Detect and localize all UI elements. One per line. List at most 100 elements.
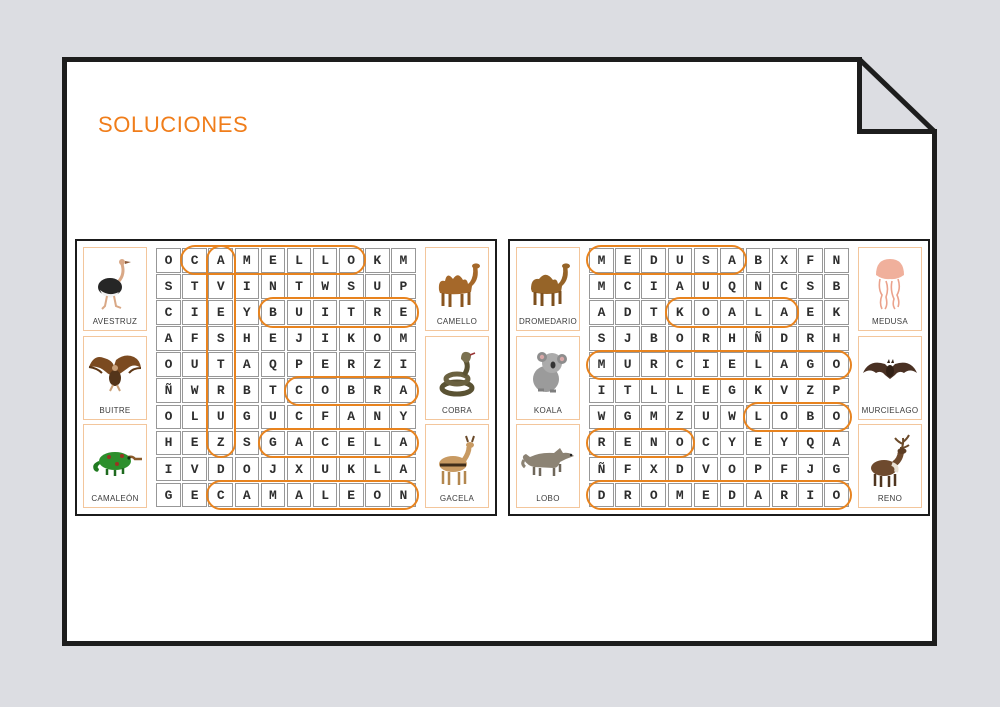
grid-cell: C	[286, 404, 312, 430]
worksheet-page: SOLUCIONES AVESTRUZ BUITRE CAMALEÓN O C A M E L L…	[62, 57, 937, 646]
animal-card-label: BUITRE	[99, 405, 131, 415]
grid-cell: N	[391, 482, 416, 508]
grid-cell: H	[824, 326, 849, 351]
grid-cell: E	[798, 300, 823, 325]
grid-cell: A	[391, 430, 416, 456]
grid-cell: R	[771, 482, 797, 508]
grid-cell: L	[667, 378, 693, 404]
animal-card: COBRA	[425, 335, 489, 420]
animal-card-label: KOALA	[533, 405, 563, 415]
grid-cell: G	[615, 404, 640, 430]
grid-cell: K	[824, 300, 849, 325]
grid-cell: P	[824, 378, 849, 404]
grid-cell: R	[338, 352, 364, 377]
grid-cell: A	[286, 430, 312, 456]
grid-cell: O	[156, 352, 181, 377]
animal-card: KOALA	[516, 335, 580, 420]
vulture-icon	[85, 339, 145, 406]
grid-cell: O	[338, 248, 364, 273]
animal-card-label: COBRA	[442, 405, 472, 415]
grid-cell: R	[641, 352, 667, 377]
grid-cell: B	[234, 378, 260, 404]
grid-cell: D	[615, 300, 640, 325]
grid-cell: T	[286, 274, 312, 299]
grid-cell: Q	[260, 352, 286, 377]
grid-cell: E	[693, 378, 719, 404]
grid-cell: C	[615, 274, 640, 299]
grid-cell: G	[260, 430, 286, 456]
grid-cell: Ñ	[589, 456, 614, 482]
koala-icon	[518, 339, 578, 406]
grid-cell: R	[615, 482, 640, 508]
grid-cell: O	[771, 404, 797, 430]
grid-cell: U	[260, 404, 286, 430]
cobra-icon	[427, 339, 487, 406]
grid-cell: N	[365, 404, 390, 430]
grid-cell: G	[156, 482, 181, 508]
grid-cell: R	[365, 300, 390, 325]
camel-icon	[427, 250, 487, 317]
grid-cell: A	[589, 300, 614, 325]
grid-cell: B	[260, 300, 286, 325]
grid-cell: Z	[667, 404, 693, 430]
grid-cell: O	[641, 482, 667, 508]
grid-cell: L	[365, 456, 390, 482]
grid-cell: A	[208, 248, 234, 273]
grid-cell: D	[667, 456, 693, 482]
grid-cell: O	[824, 482, 849, 508]
grid-cell: I	[641, 274, 667, 299]
grid-cell: O	[667, 326, 693, 351]
grid-cell: F	[771, 456, 797, 482]
grid-cell: E	[391, 300, 416, 325]
grid-cell: H	[156, 430, 181, 456]
grid-cell: G	[824, 456, 849, 482]
grid-cell: E	[745, 430, 771, 456]
grid-cell: M	[391, 248, 416, 273]
grid-cell: M	[260, 482, 286, 508]
grid-cell: J	[286, 326, 312, 351]
grid-cell: F	[312, 404, 338, 430]
animal-card-label: LOBO	[536, 494, 560, 503]
grid-cell: C	[312, 430, 338, 456]
grid-cell: L	[745, 300, 771, 325]
grid-cell: C	[156, 300, 181, 325]
grid-cell: E	[693, 482, 719, 508]
grid-cell: G	[719, 378, 745, 404]
grid-cell: R	[589, 430, 614, 456]
grid-cell: M	[589, 352, 614, 377]
animal-card: LOBO	[516, 424, 580, 508]
grid-cell: Z	[208, 430, 234, 456]
grid-cell: M	[589, 274, 614, 299]
grid-cell: M	[391, 326, 416, 351]
grid-cell: U	[286, 300, 312, 325]
grid-cell: D	[719, 482, 745, 508]
grid-cell: A	[391, 456, 416, 482]
grid-cell: A	[338, 404, 364, 430]
grid-cell: A	[771, 300, 797, 325]
grid-cell: C	[286, 378, 312, 404]
grid-cell: A	[391, 378, 416, 404]
grid-cell: I	[391, 352, 416, 377]
grid-cell: S	[589, 326, 614, 351]
grid-cell: U	[693, 404, 719, 430]
grid-cell: E	[719, 352, 745, 377]
animal-card: GACELA	[425, 424, 489, 508]
grid-cell: R	[798, 326, 823, 351]
grid-cell: S	[798, 274, 823, 299]
animal-card-label: CAMELLO	[436, 317, 478, 326]
grid-cell: D	[641, 248, 667, 273]
grid-cell: C	[182, 248, 207, 273]
grid-cell: A	[771, 352, 797, 377]
grid-cell: E	[182, 482, 207, 508]
grid-cell: S	[208, 326, 234, 351]
grid-cell: O	[234, 456, 260, 482]
grid-cell: A	[824, 430, 849, 456]
grid-cell: E	[260, 248, 286, 273]
grid-cell: O	[365, 326, 390, 351]
grid-cell: Y	[391, 404, 416, 430]
grid-cell: K	[365, 248, 390, 273]
grid-cell: T	[260, 378, 286, 404]
grid-cell: I	[182, 300, 207, 325]
grid-cell: A	[667, 274, 693, 299]
